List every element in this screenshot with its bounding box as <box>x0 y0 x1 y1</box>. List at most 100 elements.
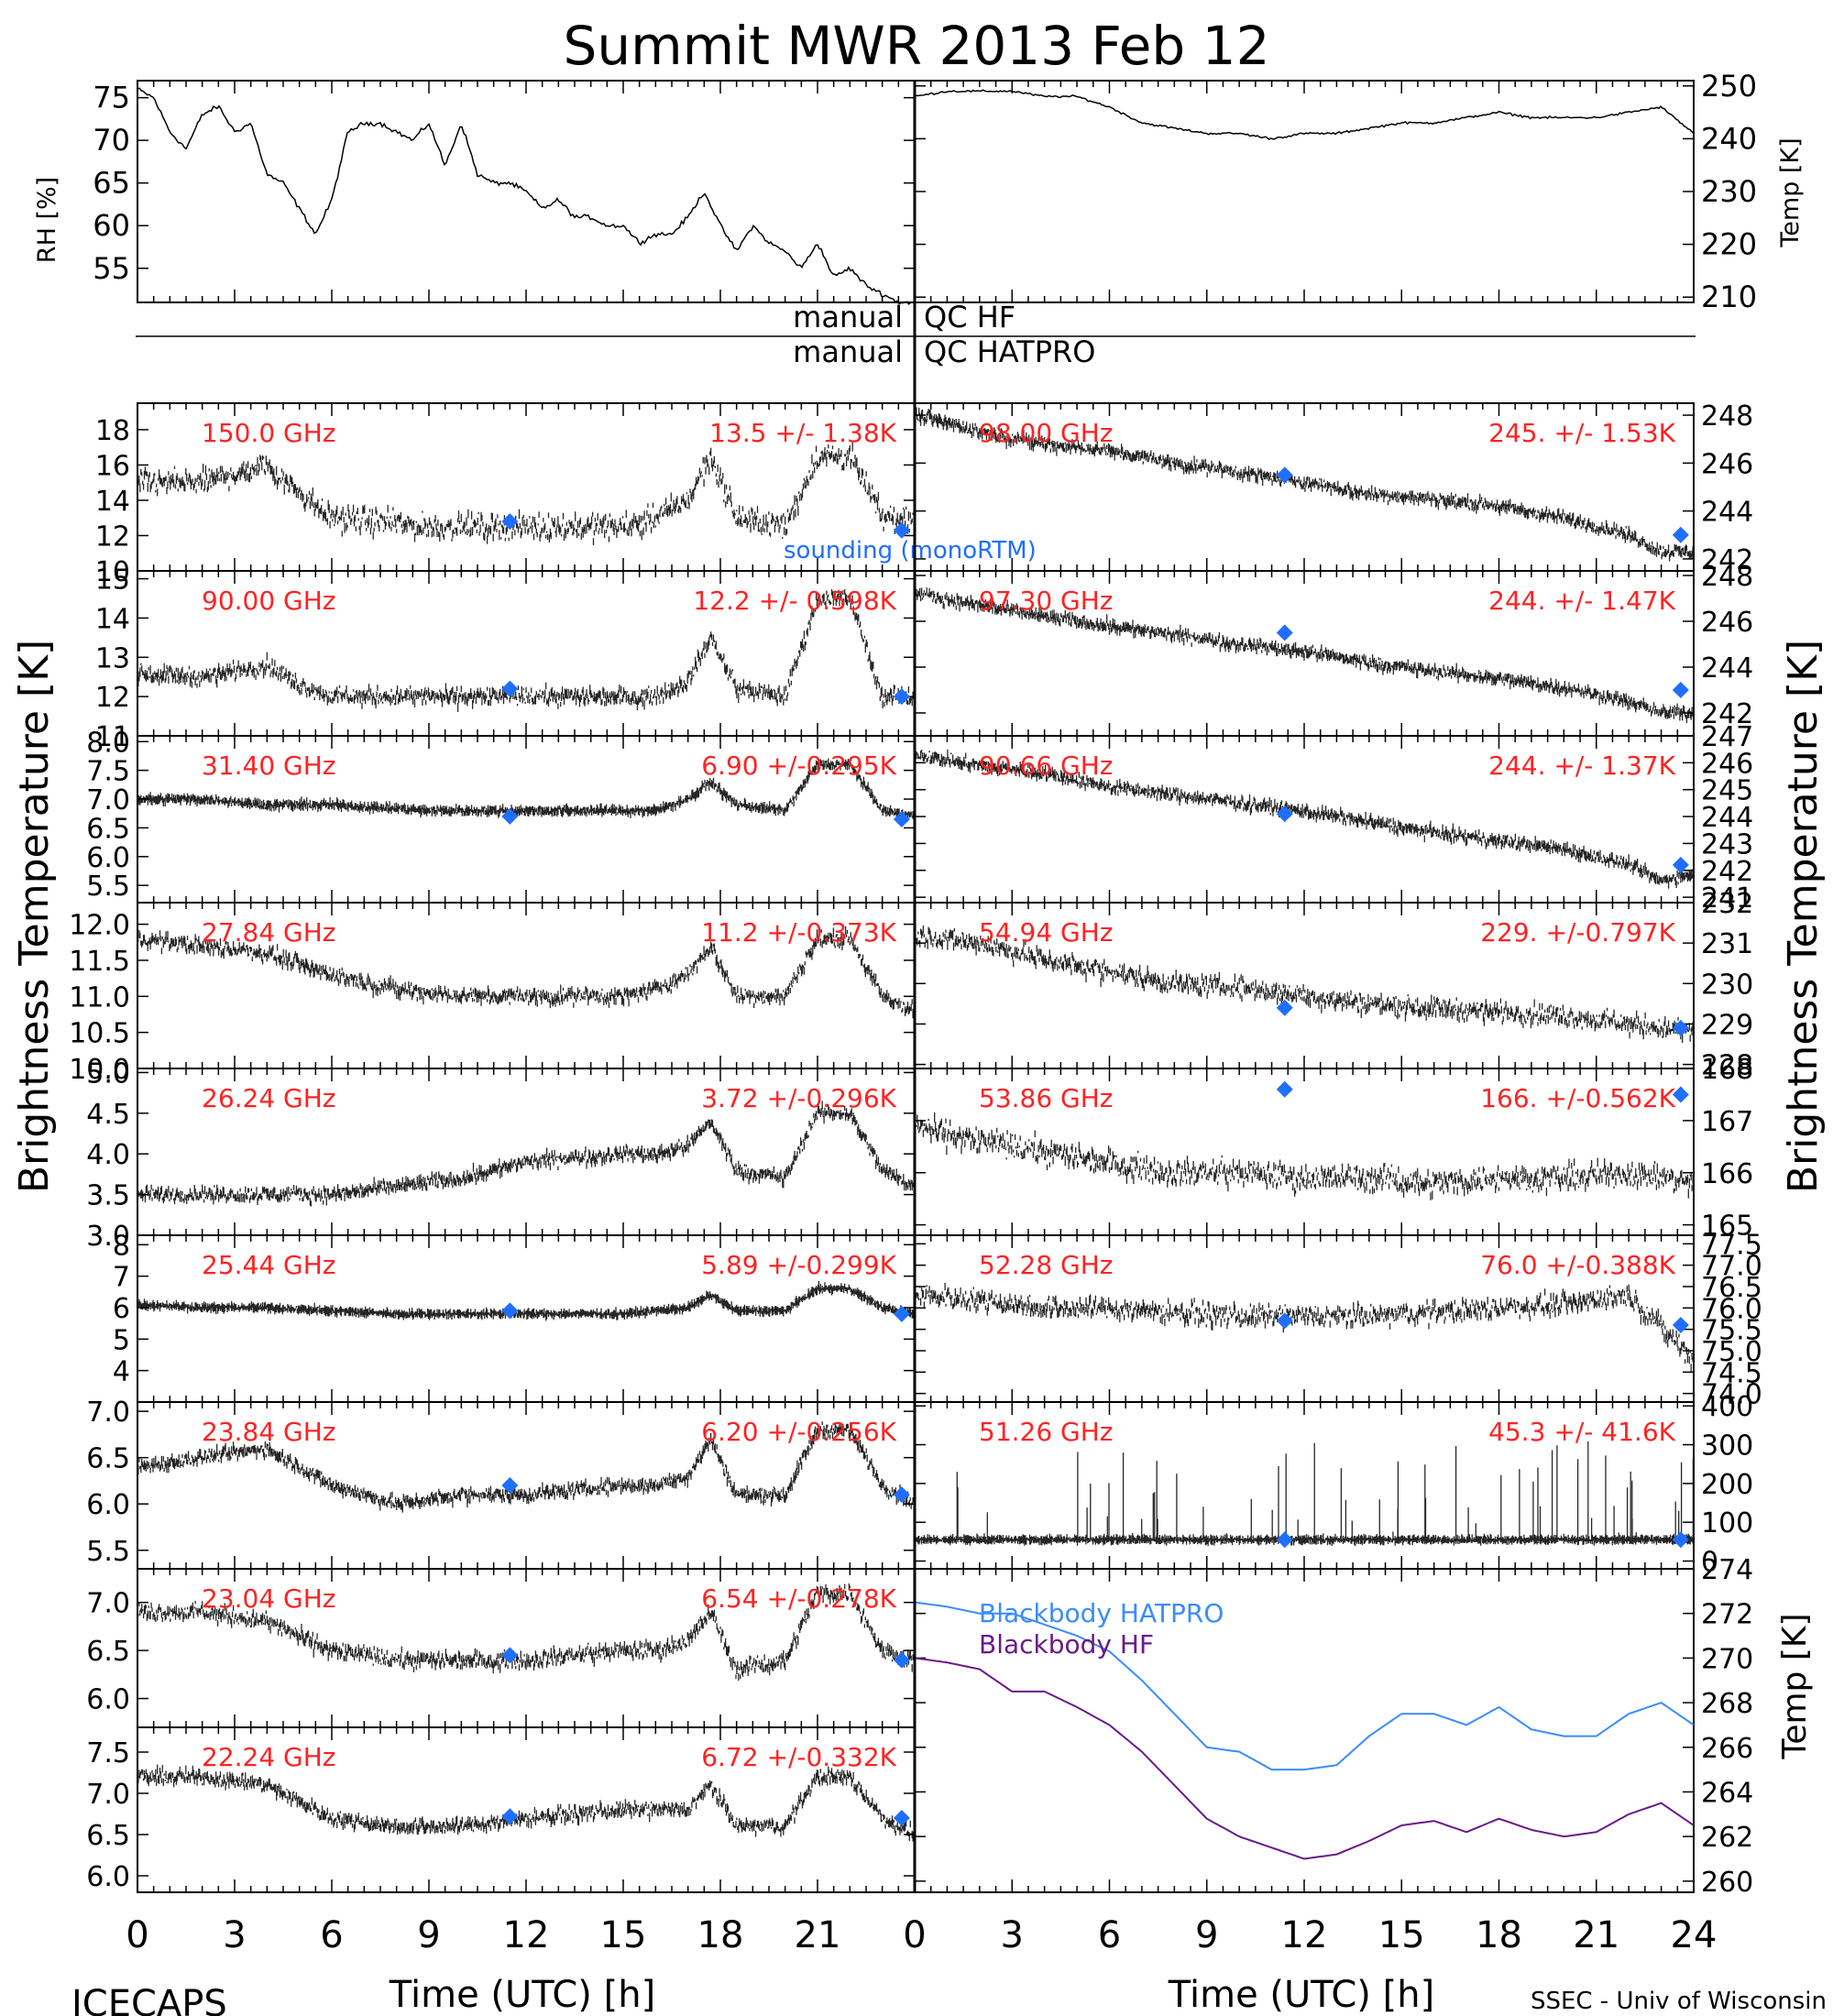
y-tick-label: 4 <box>113 1356 130 1388</box>
y-tick-label: 248 <box>1701 400 1753 433</box>
sounding-point <box>1672 1019 1689 1036</box>
x-tick-label: 15 <box>1378 1914 1425 1956</box>
x-tick-label: 3 <box>223 1914 246 1956</box>
y-tick-label: 168 <box>1701 1054 1753 1086</box>
y-tick-label: 65 <box>93 166 130 201</box>
x-tick-label: 6 <box>1098 1914 1121 1956</box>
sounding-point <box>1672 1317 1689 1333</box>
y-tick-label: 11 <box>95 721 130 753</box>
sounding-point <box>1276 1312 1293 1330</box>
y-tick-label: 230 <box>1701 174 1757 209</box>
sounding-point <box>1672 856 1689 873</box>
y-tick-label: 268 <box>1701 1688 1753 1720</box>
blackbody-legend-label: Blackbody HATPRO <box>979 1598 1224 1628</box>
channel-stats: 229. +/-0.797K <box>1480 917 1675 948</box>
sounding-point <box>893 521 910 539</box>
y-tick-label: 210 <box>1701 279 1757 314</box>
blackbody-y-axis-label: Temp [K] <box>1776 1613 1814 1759</box>
y-tick-label: 274 <box>1701 1554 1753 1586</box>
y-tick-label: 3.5 <box>86 1180 130 1212</box>
y-tick-label: 10.5 <box>69 1018 130 1050</box>
sounding-point <box>1276 1080 1293 1098</box>
y-tick-label: 7.0 <box>86 1779 130 1811</box>
y-tick-label: 5.0 <box>86 1057 130 1090</box>
channel-label: 97.30 GHz <box>979 586 1114 616</box>
y-tick-label: 244 <box>1701 802 1753 834</box>
channel-stats: 6.54 +/-0.278K <box>701 1583 896 1614</box>
panel-ch_98: 242 244 246 248 98.00 GHz 245. +/- 1.53K <box>914 400 1753 576</box>
y-tick-label: 5.5 <box>86 1536 130 1568</box>
y-tick-label: 16 <box>95 450 130 482</box>
sounding-point <box>893 688 910 706</box>
y-tick-label: 241 <box>1701 882 1753 915</box>
y-tick-label: 244 <box>1701 652 1753 685</box>
channel-label: 23.84 GHz <box>202 1417 336 1447</box>
y-tick-label: 7.5 <box>86 1737 130 1769</box>
channel-stats: 13.5 +/- 1.38K <box>709 418 896 448</box>
panel-ch_53: 165 166 167 168 53.86 GHz 166. +/-0.562K <box>914 1054 1753 1243</box>
sounding-point <box>893 811 910 827</box>
data-line <box>914 89 1695 141</box>
y-tick-label: 6.0 <box>86 1489 130 1521</box>
sounding-point <box>501 513 519 531</box>
y-tick-label: 77.5 <box>1701 1229 1762 1261</box>
panel-ch_26: 3.0 3.5 4.0 4.5 5.0 26.24 GHz 3.72 +/-0.296K <box>86 1057 916 1253</box>
chart-title: Summit MWR 2013 Feb 12 <box>564 15 1270 77</box>
channel-stats: 6.20 +/-0.256K <box>701 1417 896 1447</box>
y-tick-label: 5.5 <box>86 871 130 903</box>
y-tick-label: 8 <box>113 1230 130 1262</box>
y-tick-label: 74.5 <box>1701 1357 1762 1389</box>
panel-ch_90: 11 12 13 14 15 90.00 GHz 12.2 +/- 0.598K <box>95 564 916 753</box>
y-tick-label: 250 <box>1701 69 1757 104</box>
y-tick-label: 242 <box>1701 544 1753 576</box>
y-tick-label: 6 <box>113 1293 130 1325</box>
channel-stats: 245. +/- 1.53K <box>1488 418 1675 448</box>
channel-label: 90.00 GHz <box>202 586 336 616</box>
y-tick-label: 220 <box>1701 227 1757 262</box>
panel-rh: 55 60 65 70 75 <box>93 80 916 305</box>
channel-label: 53.86 GHz <box>979 1083 1114 1113</box>
sounding-point <box>893 1486 910 1504</box>
channel-stats: 166. +/-0.562K <box>1480 1083 1675 1113</box>
y-tick-label: 232 <box>1701 888 1753 920</box>
qc-hatpro-label: QC HATPRO <box>924 334 1095 369</box>
y-tick-label: 6.0 <box>86 842 130 874</box>
channel-label: 27.84 GHz <box>202 917 336 948</box>
channel-stats: 5.89 +/-0.299K <box>701 1250 896 1280</box>
panel-ch_27: 10.0 10.5 11.011.5 12.0 27.84 GHz 11.2 +/-0.3… <box>69 902 916 1086</box>
data-series <box>137 758 915 821</box>
sounding-point <box>1672 1531 1689 1549</box>
channel-stats: 6.90 +/-0.295K <box>701 751 896 781</box>
panel-ch_22: 6.0 6.5 7.0 7.5 22.24 GHz 6.72 +/-0.332K <box>86 1726 916 1893</box>
y-tick-label: 8.0 <box>86 727 130 759</box>
channel-stats: 11.2 +/-0.373K <box>701 917 896 948</box>
y-tick-label: 230 <box>1701 969 1753 1001</box>
y-tick-label: 246 <box>1701 607 1753 639</box>
left-y-axis-label: Brightness Temperature [K] <box>11 640 58 1193</box>
y-tick-label: 0 <box>1701 1547 1718 1579</box>
y-tick-label: 240 <box>1701 121 1757 156</box>
y-tick-label: 400 <box>1701 1391 1753 1423</box>
sounding-point <box>501 1477 519 1494</box>
sounding-point <box>1276 1531 1293 1549</box>
y-tick-label: 7.5 <box>86 756 130 788</box>
y-tick-label: 247 <box>1701 721 1753 753</box>
panel-ch_52: 74.074.575.075.576.076.577.077.5 52.28 GH… <box>914 1229 1762 1411</box>
y-tick-label: 243 <box>1701 828 1753 860</box>
footer-ssec: SSEC - Univ of Wisconsin <box>1531 1988 1827 2015</box>
x-axis-label-left: Time (UTC) [h] <box>389 1974 655 2016</box>
data-series <box>914 1112 1694 1200</box>
y-tick-label: 246 <box>1701 448 1753 480</box>
sounding-point <box>1276 466 1293 484</box>
footer-icecaps: ICECAPS <box>71 1983 227 2016</box>
sounding-point <box>501 1647 519 1664</box>
channel-label: 31.40 GHz <box>202 751 336 781</box>
x-tick-label: 9 <box>417 1914 440 1956</box>
y-tick-label: 12 <box>95 682 130 714</box>
channel-label: 26.24 GHz <box>202 1083 336 1113</box>
y-tick-label: 74.0 <box>1701 1379 1762 1411</box>
panel-ch_23_84: 5.5 6.0 6.5 7.0 23.84 GHz 6.20 +/-0.256K <box>86 1397 916 1570</box>
data-series <box>914 1441 1695 1547</box>
data-series <box>137 442 915 546</box>
